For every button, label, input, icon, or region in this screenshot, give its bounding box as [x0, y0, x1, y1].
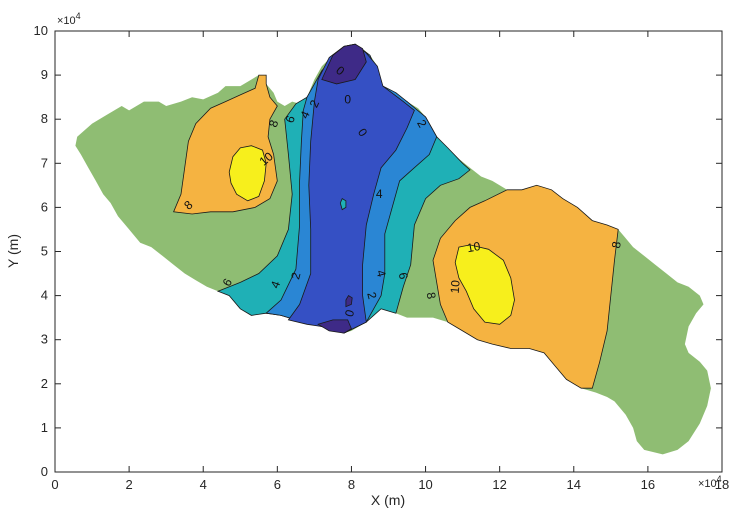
x-tick-label: 4 — [200, 477, 207, 492]
x-tick-label: 8 — [348, 477, 355, 492]
x-tick-label: 2 — [125, 477, 132, 492]
x-axis-multiplier: ×104 — [698, 474, 722, 490]
x-tick-label: 6 — [274, 477, 281, 492]
y-axis-ticks: 0 1 2 3 4 5 6 7 8 9 10 — [34, 23, 722, 479]
x-axis-ticks: 0 2 4 6 8 10 12 14 16 18 — [51, 31, 729, 492]
contour-region-level-neg2 — [345, 295, 353, 308]
x-tick-label: 12 — [492, 477, 506, 492]
y-tick-label: 8 — [41, 111, 48, 126]
x-tick-label: 14 — [567, 477, 581, 492]
contour-label: 6 — [283, 113, 299, 124]
contour-label: 0 — [344, 92, 351, 106]
x-axis-label: X (m) — [371, 492, 405, 508]
y-tick-label: 0 — [41, 464, 48, 479]
contour-region-level-neg2 — [321, 43, 367, 85]
x-tick-label: 10 — [418, 477, 432, 492]
x-tick-label: 0 — [51, 477, 58, 492]
y-tick-label: 5 — [41, 244, 48, 259]
contour-region-level-neg2 — [317, 319, 352, 334]
y-tick-label: 6 — [41, 199, 48, 214]
contour-label: 2 — [288, 270, 303, 280]
y-tick-label: 7 — [41, 155, 48, 170]
contour-region-level-4 — [339, 198, 347, 211]
x-tick-label: 18 — [715, 477, 729, 492]
y-tick-label: 10 — [34, 23, 48, 38]
y-tick-label: 1 — [41, 420, 48, 435]
contour-label: 8 — [424, 291, 439, 300]
y-axis-multiplier: ×104 — [57, 11, 81, 27]
contour-regions — [75, 43, 711, 455]
contour-label: 8 — [266, 118, 282, 129]
contour-label: 4 — [268, 279, 284, 290]
contour-label: 10 — [466, 239, 482, 255]
contour-region-level-10 — [228, 145, 267, 202]
y-tick-label: 2 — [41, 376, 48, 391]
contour-label: 4 — [373, 268, 388, 278]
contour-region-level-0 — [287, 43, 415, 334]
contour-region-level-8 — [432, 184, 619, 389]
y-tick-label: 9 — [41, 67, 48, 82]
y-tick-label: 3 — [41, 332, 48, 347]
x-tick-label: 16 — [641, 477, 655, 492]
contour-region-level-10 — [454, 244, 515, 325]
y-tick-label: 4 — [41, 288, 48, 303]
contour-label: 8 — [609, 240, 624, 249]
contour-label: 2 — [364, 291, 379, 301]
contour-label: 4 — [376, 187, 383, 201]
contour-label: 6 — [396, 271, 411, 280]
y-axis-label: Y (m) — [5, 234, 21, 268]
contour-label: 10 — [448, 279, 463, 294]
contour-label: 0 — [342, 308, 357, 318]
